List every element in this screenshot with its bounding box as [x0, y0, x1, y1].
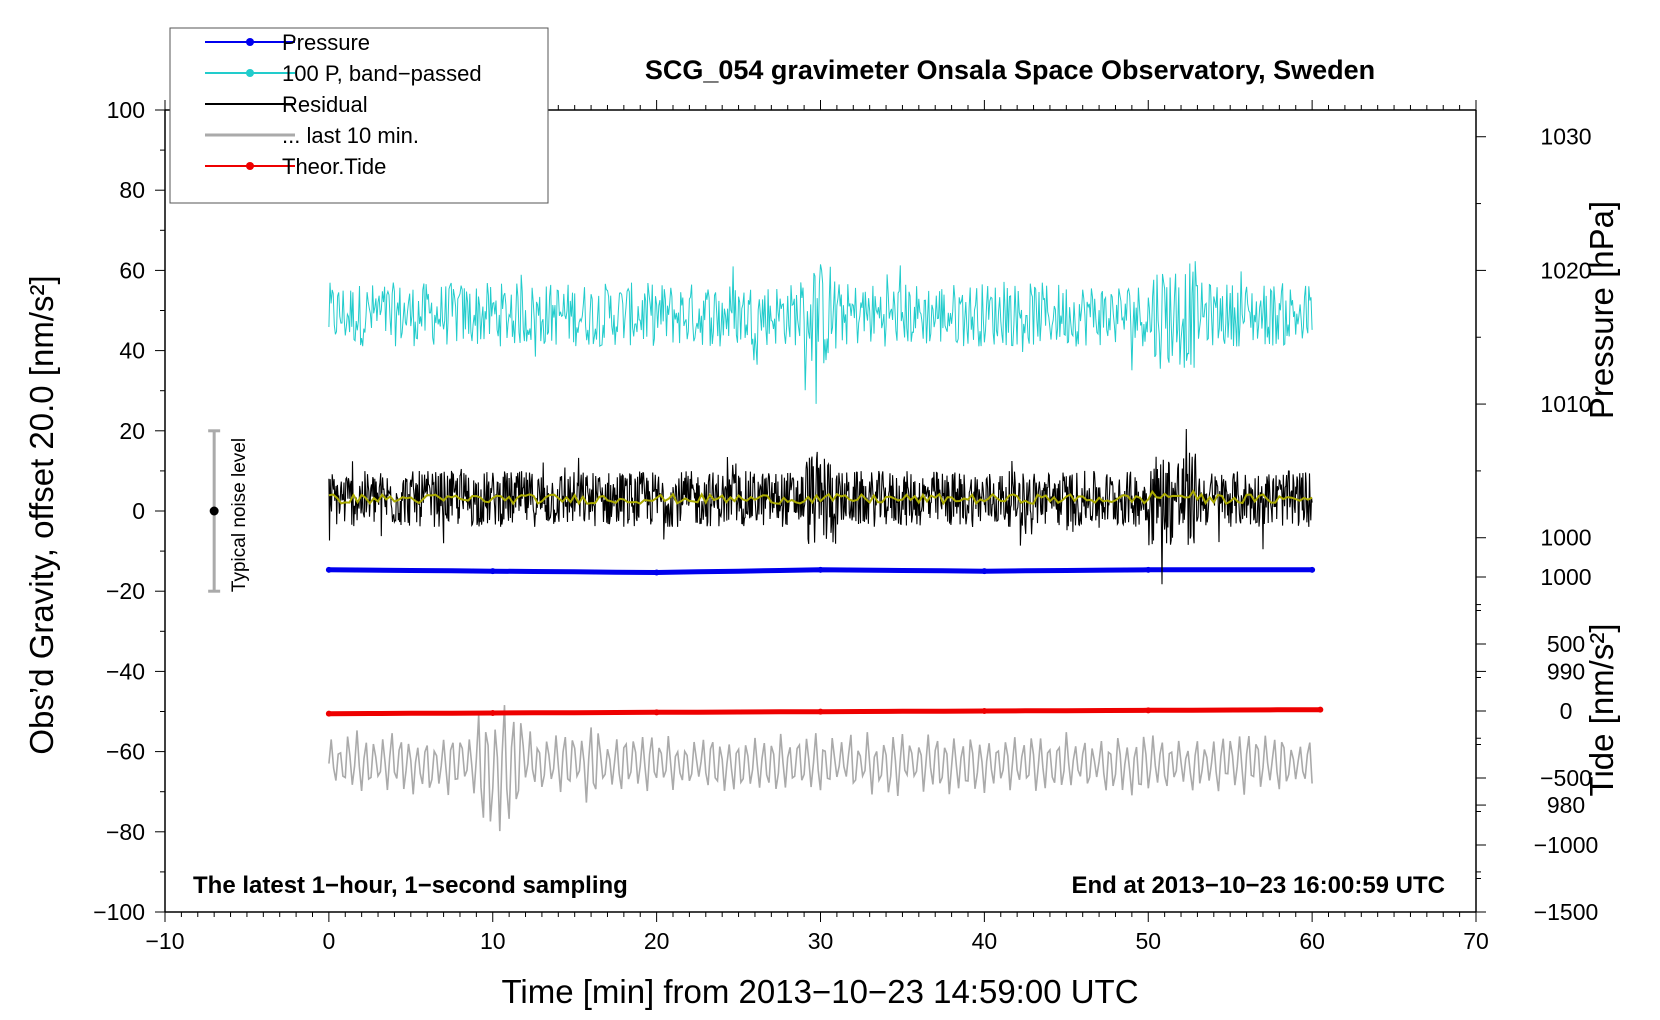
y-tick-label-left: −40 — [106, 658, 145, 684]
y-tick-label-left: −60 — [106, 739, 145, 765]
x-tick-label: 0 — [322, 928, 335, 954]
tide-tick-label: 1000 — [1540, 564, 1591, 590]
series-point-4-4 — [981, 708, 988, 714]
tide-tick-label: −500 — [1540, 765, 1592, 791]
series-line-5 — [328, 489, 1313, 506]
series-point-0-4 — [981, 568, 988, 575]
legend-box — [169, 27, 549, 204]
noise-level-indicator — [208, 429, 221, 593]
tide-tick-label: −1000 — [1534, 832, 1599, 858]
legend-dot-4 — [246, 162, 254, 170]
noise-level-label: Typical noise level — [229, 438, 250, 592]
legend-label-4: Theor.Tide — [282, 154, 386, 179]
series-point-4-0 — [325, 710, 332, 717]
legend-dot-1 — [246, 69, 254, 77]
x-tick-label: 40 — [972, 928, 998, 954]
series-point-0-5 — [1145, 566, 1152, 573]
legend-dot-0 — [246, 38, 254, 46]
legend-label-2: Residual — [282, 92, 368, 117]
x-tick-label: 10 — [480, 928, 506, 954]
tide-tick-label: 0 — [1560, 698, 1573, 724]
y-tick-label-left: −100 — [93, 899, 145, 925]
noise-center-dot — [209, 506, 219, 516]
x-tick-label: 20 — [644, 928, 670, 954]
data-traces — [325, 261, 1324, 832]
x-tick-label: 50 — [1135, 928, 1161, 954]
pressure-tick-label: 1000 — [1540, 525, 1591, 551]
x-tick-label: 60 — [1299, 928, 1325, 954]
series-point-4-5 — [1145, 707, 1152, 714]
x-tick-label: −10 — [145, 928, 184, 954]
note-sampling: The latest 1−hour, 1−second sampling — [193, 872, 628, 899]
series-line-3 — [328, 705, 1313, 832]
tide-tick-label: −1500 — [1534, 899, 1599, 925]
pressure-tick-label: 990 — [1547, 658, 1585, 684]
y-tick-label-left: 100 — [107, 97, 145, 123]
series-point-4-3 — [817, 708, 824, 715]
tide-tick-label: 500 — [1547, 631, 1585, 657]
y-tick-label-left: −80 — [106, 819, 145, 845]
y-tick-label-left: 40 — [119, 338, 145, 364]
y-tick-label-left: 80 — [119, 177, 145, 203]
pressure-tick-label: 980 — [1547, 792, 1585, 818]
pressure-tick-label: 1030 — [1540, 124, 1591, 150]
y-tick-label-left: −20 — [106, 578, 145, 604]
x-tick-label: 30 — [808, 928, 834, 954]
pressure-tick-label: 1010 — [1540, 391, 1591, 417]
y-tick-label-left: 20 — [119, 418, 145, 444]
y-axis-title-pressure: Pressure [hPa] — [1583, 201, 1620, 419]
axes: −10 0 10 20 30 40 50 60 70100806040200−20−40−60−… — [93, 97, 1598, 954]
pressure-tick-label: 1020 — [1540, 257, 1591, 283]
series-point-0-1 — [489, 568, 496, 575]
y-tick-label-left: 0 — [132, 498, 145, 524]
y-axis-title-tide: Tide [nm/s²] — [1583, 624, 1620, 797]
legend-label-0: Pressure — [282, 30, 370, 55]
legend-label-1: 100 P, band−passed — [282, 61, 482, 86]
series-line-4 — [326, 707, 1323, 717]
legend-label-3: ... last 10 min. — [282, 123, 419, 148]
x-tick-label: 70 — [1463, 928, 1489, 954]
chart-title: SCG_054 gravimeter Onsala Space Observat… — [645, 55, 1375, 85]
note-end-time: End at 2013−10−23 16:00:59 UTC — [1071, 872, 1445, 899]
y-axis-title-left: Obs’d Gravity, offset 20.0 [nm/s²] — [23, 275, 60, 754]
series-point-0-2 — [653, 569, 660, 576]
series-line-1 — [328, 261, 1313, 404]
series-point-4-6 — [1317, 706, 1324, 713]
series-point-0-0 — [325, 566, 332, 573]
y-tick-label-left: 60 — [119, 257, 145, 283]
series-line-2 — [328, 428, 1313, 585]
series-point-0-3 — [817, 566, 824, 573]
x-axis-title: Time [min] from 2013−10−23 14:59:00 UTC — [501, 973, 1138, 1010]
legend: Pressure 100 P, band−passed Residual ... la… — [169, 27, 549, 204]
series-point-4-2 — [653, 709, 660, 716]
series-point-0-6 — [1309, 566, 1316, 573]
series-point-4-1 — [489, 710, 496, 717]
